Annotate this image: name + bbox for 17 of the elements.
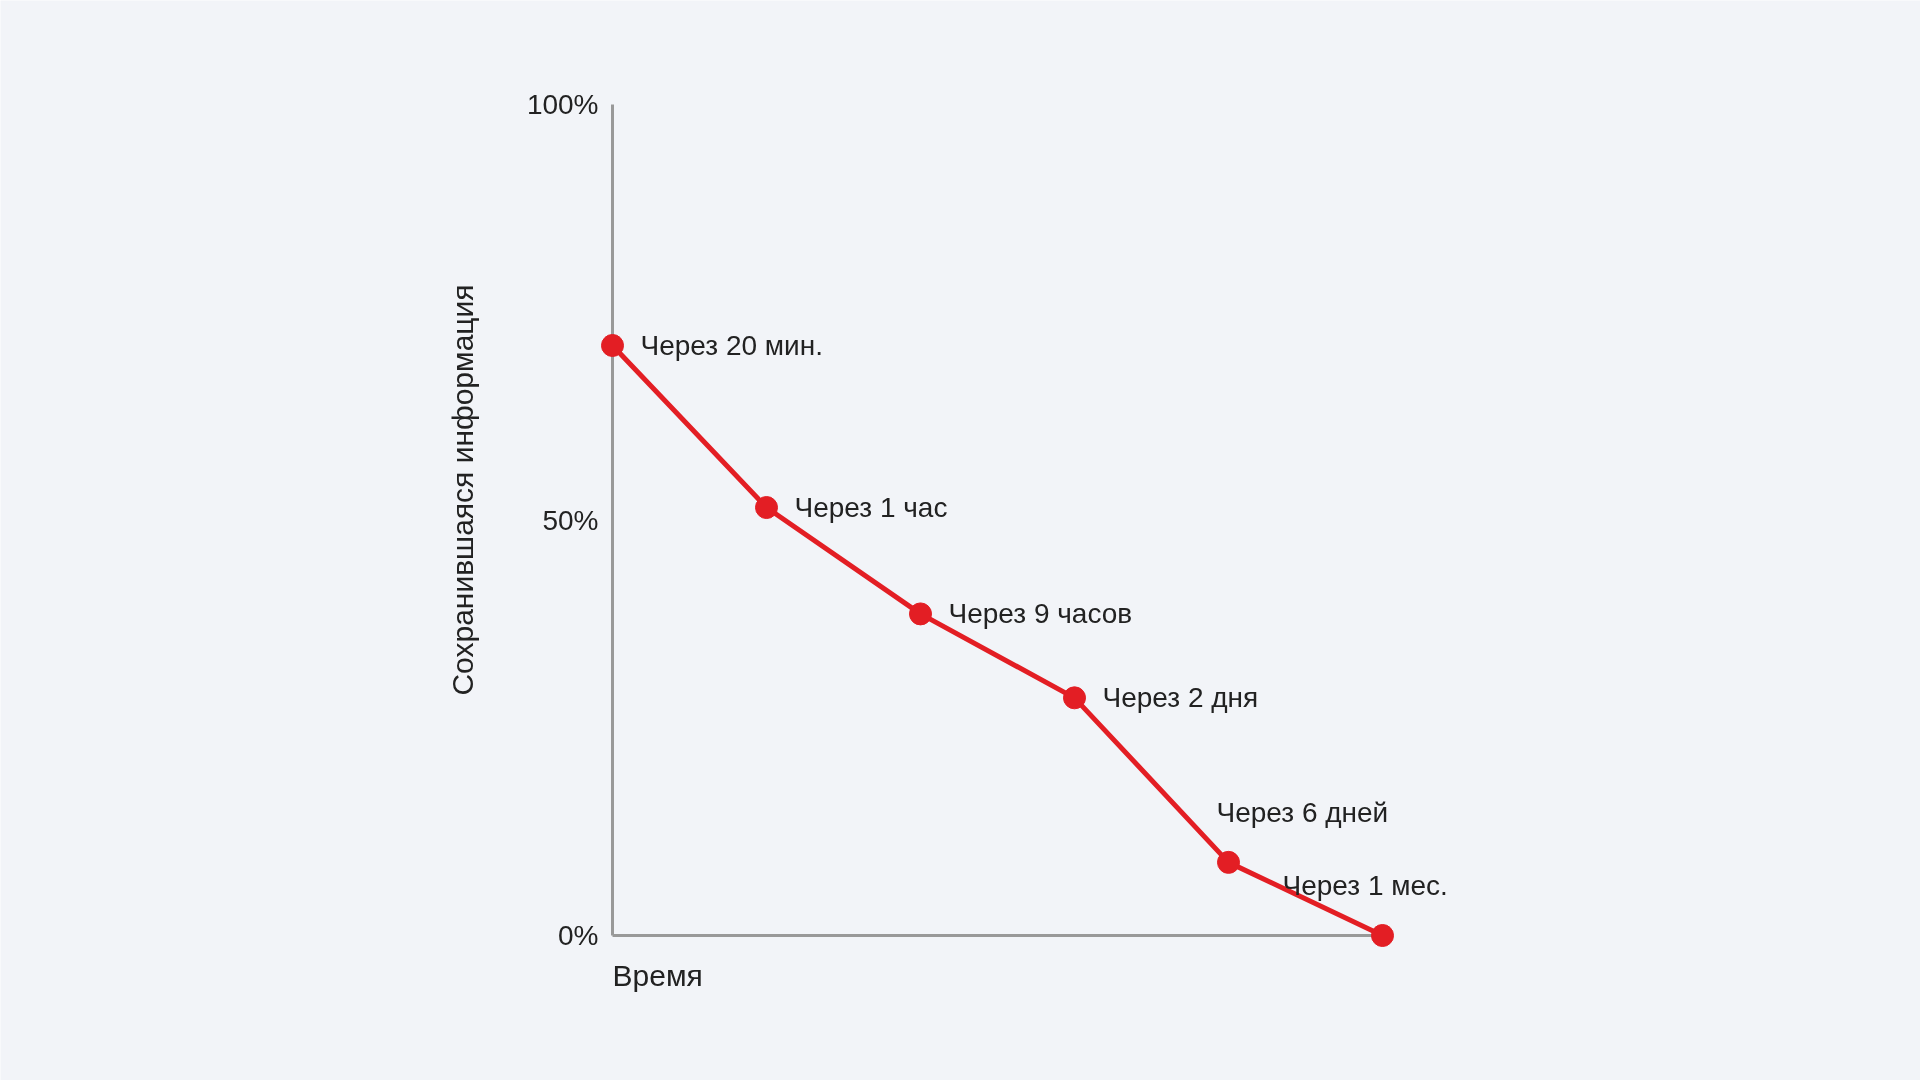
- annotation: Через 1 час: [794, 492, 948, 524]
- annotation: Через 9 часов: [948, 598, 1133, 630]
- annotation: Через 1 мес.: [1282, 870, 1448, 901]
- y-tick-label: 100%: [526, 89, 599, 120]
- annotation: Через 20 мин.: [640, 329, 823, 361]
- annotation: Через 6 дней: [1216, 796, 1389, 828]
- point: [755, 496, 778, 520]
- point: [601, 334, 624, 357]
- point: [1063, 686, 1086, 710]
- point: [909, 602, 932, 626]
- y-tick-label: 50%: [542, 504, 599, 536]
- x-axis-title: Время: [612, 959, 703, 992]
- point: [1371, 924, 1394, 947]
- annotation: Через 2 дня: [1102, 682, 1259, 714]
- point: [1217, 850, 1240, 874]
- y-axis-title: Сохранившаяся информация: [446, 284, 479, 696]
- y-tick-label: 0%: [558, 920, 599, 951]
